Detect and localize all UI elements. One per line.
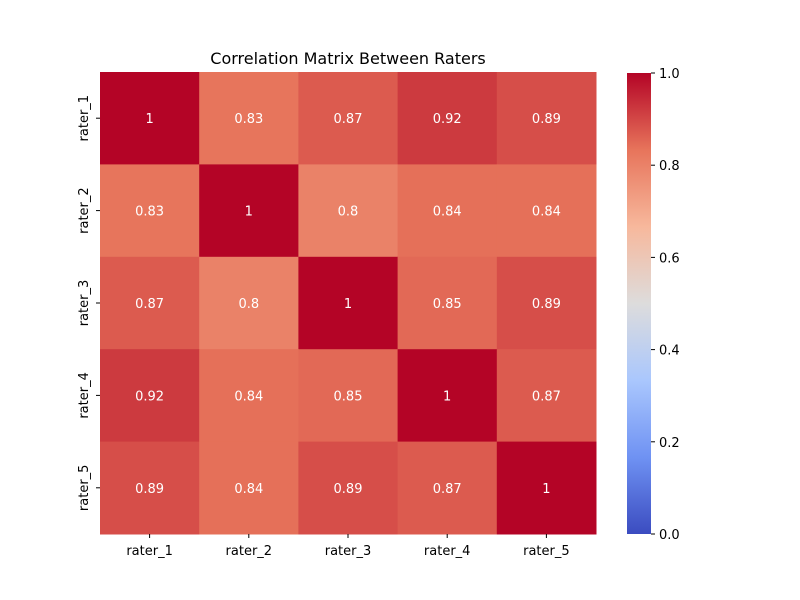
x-tick-label: rater_4 <box>424 544 471 559</box>
heatmap-cell <box>496 441 597 535</box>
colorbar-tick-label: 0.0 <box>659 528 680 543</box>
heatmap-cells: 1 0.83 0.87 0.92 0.89 0.83 1 0.8 0.84 0.84 0.87 0.8… <box>100 72 597 535</box>
x-tick-label: rater_1 <box>126 544 173 559</box>
cell-value-label: 1 <box>443 389 451 404</box>
heatmap-cell <box>298 72 399 165</box>
cell-value-label: 0.87 <box>135 297 164 312</box>
heatmap-cell <box>199 164 299 258</box>
cell-value-label: 0.84 <box>433 205 462 220</box>
colorbar-tick-label: 0.4 <box>659 344 680 359</box>
heatmap-cell <box>298 164 399 258</box>
x-tick-label: rater_2 <box>226 544 273 559</box>
heatmap-cell <box>496 349 597 443</box>
x-tick-label: rater_5 <box>523 544 570 559</box>
heatmap-cell <box>397 349 498 443</box>
heatmap-cell <box>496 72 597 165</box>
heatmap-cell <box>199 256 299 350</box>
cell-value-label: 0.83 <box>234 112 263 127</box>
colorbar-tick-label: 0.2 <box>659 436 680 451</box>
cell-value-label: 0.92 <box>433 112 462 127</box>
heatmap-cell <box>100 441 200 535</box>
cell-value-label: 1 <box>344 297 352 312</box>
heatmap-cell <box>397 72 498 165</box>
heatmap-cell <box>298 441 399 535</box>
heatmap-cell <box>397 164 498 258</box>
cell-value-label: 0.84 <box>532 205 561 220</box>
y-tick-label: rater_4 <box>77 372 92 419</box>
heatmap-cell <box>397 256 498 350</box>
cell-value-label: 0.87 <box>532 389 561 404</box>
cell-value-label: 1 <box>145 112 153 127</box>
heatmap-cell <box>397 441 498 535</box>
colorbar-tick-label: 1.0 <box>659 67 680 82</box>
cell-value-label: 0.84 <box>234 389 263 404</box>
cell-value-label: 0.89 <box>135 482 164 497</box>
colorbar: 0.0 0.2 0.4 0.6 0.8 1.0 <box>627 67 680 543</box>
heatmap-cell <box>298 349 399 443</box>
colorbar-gradient <box>627 73 651 534</box>
cell-value-label: 0.84 <box>234 482 263 497</box>
cell-value-label: 0.89 <box>532 297 561 312</box>
cell-value-label: 0.92 <box>135 389 164 404</box>
heatmap-cell <box>100 256 200 350</box>
chart-title: Correlation Matrix Between Raters <box>210 49 485 68</box>
cell-value-label: 0.8 <box>238 297 259 312</box>
heatmap-cell <box>199 72 299 165</box>
cell-value-label: 1 <box>542 482 550 497</box>
heatmap-cell <box>298 256 399 350</box>
cell-value-label: 0.85 <box>334 389 363 404</box>
cell-value-label: 0.89 <box>334 482 363 497</box>
heatmap-cell <box>100 164 200 258</box>
cell-value-label: 0.83 <box>135 205 164 220</box>
heatmap-cell <box>100 72 200 165</box>
cell-value-label: 0.8 <box>338 205 359 220</box>
y-tick-label: rater_5 <box>77 465 92 512</box>
y-tick-label: rater_2 <box>77 187 92 234</box>
colorbar-tick-label: 0.8 <box>659 159 680 174</box>
heatmap-cell <box>496 164 597 258</box>
heatmap-cell <box>100 349 200 443</box>
cell-value-label: 0.87 <box>433 482 462 497</box>
heatmap-cell <box>199 349 299 443</box>
cell-value-label: 0.87 <box>334 112 363 127</box>
cell-value-label: 0.85 <box>433 297 462 312</box>
y-tick-label: rater_3 <box>77 280 92 327</box>
cell-value-label: 0.89 <box>532 112 561 127</box>
colorbar-tick-label: 0.6 <box>659 251 680 266</box>
heatmap-cell <box>496 256 597 350</box>
y-tick-label: rater_1 <box>77 95 92 142</box>
heatmap-cell <box>199 441 299 535</box>
x-axis: rater_1 rater_2 rater_3 rater_4 rater_5 <box>126 534 570 559</box>
y-axis: rater_1 rater_2 rater_3 rater_4 rater_5 <box>77 95 100 511</box>
cell-value-label: 1 <box>245 205 253 220</box>
x-tick-label: rater_3 <box>325 544 372 559</box>
